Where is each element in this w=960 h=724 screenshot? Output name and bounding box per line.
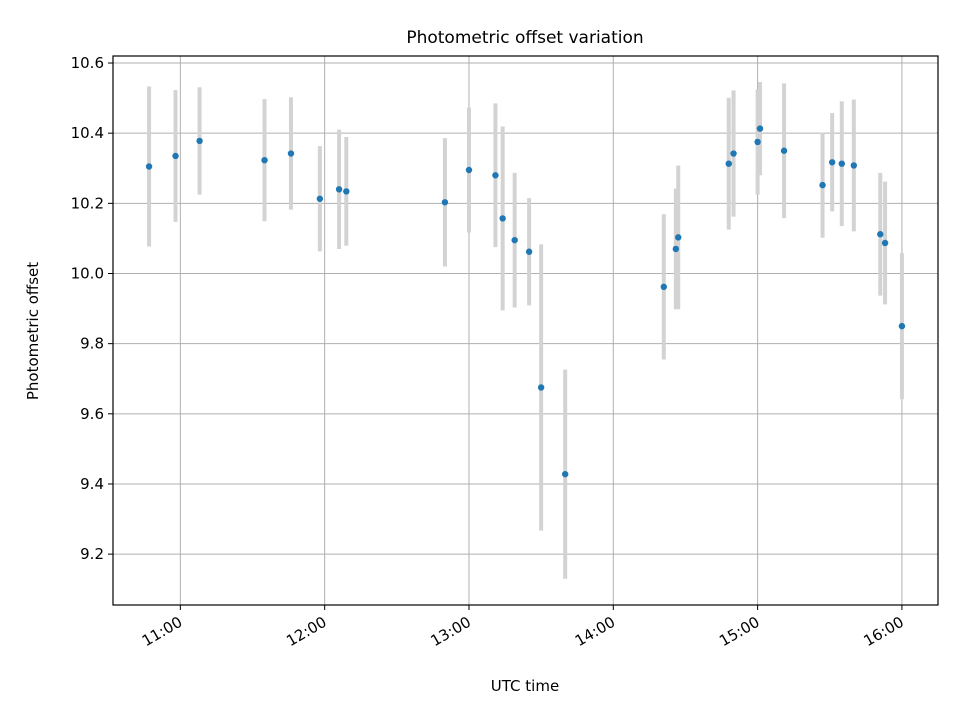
- y-tick-label: 9.2: [80, 545, 104, 563]
- data-point: [725, 160, 732, 167]
- data-point: [465, 166, 473, 174]
- data-point: [287, 150, 295, 157]
- data-point: [145, 163, 153, 170]
- data-point: [838, 160, 845, 167]
- chart-title: Photometric offset variation: [406, 28, 643, 48]
- data-point: [316, 195, 324, 202]
- data-point: [196, 137, 203, 145]
- data-point: [754, 138, 761, 146]
- y-tick-label: 9.4: [80, 475, 104, 493]
- data-point: [756, 125, 764, 132]
- y-tick-label: 10.6: [71, 54, 104, 72]
- y-tick-label: 10.4: [71, 124, 104, 142]
- data-point: [492, 172, 499, 179]
- data-point: [561, 470, 569, 478]
- data-point: [537, 384, 545, 391]
- data-point: [660, 283, 668, 291]
- data-point: [672, 245, 680, 253]
- data-point: [172, 152, 179, 160]
- data-point: [730, 150, 737, 157]
- y-axis-ticks: 9.2 9.4 9.6 9.8 10.0 10.2 10.4 10.6: [71, 54, 113, 563]
- y-tick-label: 9.8: [80, 335, 104, 353]
- data-point: [499, 215, 506, 222]
- data-point: [525, 248, 533, 255]
- data-point: [877, 231, 884, 238]
- data-point: [828, 159, 836, 166]
- y-tick-label: 10.2: [71, 194, 104, 212]
- data-point: [780, 147, 788, 154]
- plot-frame: [112, 55, 939, 606]
- data-point: [819, 181, 826, 189]
- y-tick-label: 9.6: [80, 405, 104, 423]
- data-point: [335, 186, 343, 193]
- data-point: [898, 322, 906, 330]
- data-point: [441, 199, 449, 206]
- y-tick-label: 10.0: [71, 264, 104, 282]
- data-points: [145, 125, 906, 478]
- x-axis-label: UTC time: [491, 677, 559, 695]
- y-axis-label: Photometric offset: [24, 262, 42, 400]
- data-point: [850, 162, 858, 169]
- data-point: [675, 234, 682, 241]
- data-point: [261, 156, 268, 164]
- data-point: [881, 239, 889, 247]
- data-point: [511, 236, 518, 244]
- data-point: [343, 188, 350, 195]
